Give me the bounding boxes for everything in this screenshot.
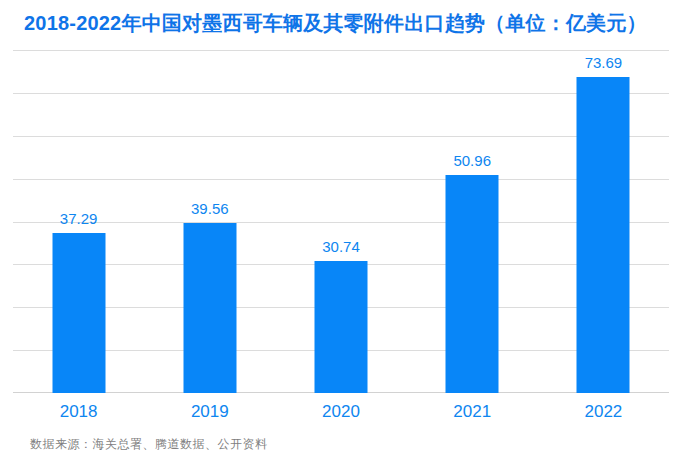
bar-slot-2022: 73.69 [538,50,669,393]
x-axis-label-2022: 2022 [538,402,669,422]
x-axis: 20182019202020212022 [13,402,669,422]
chart-title: 2018-2022年中国对墨西哥车辆及其零附件出口趋势（单位：亿美元） [24,10,674,37]
bar-slot-2018: 37.29 [13,50,144,393]
bar-2021 [446,175,499,393]
plot-area: 37.2939.56 30.74 50.96 73.69 [13,50,669,393]
x-axis-label-2021: 2021 [407,402,538,422]
value-label-2019: 39.56 [144,201,275,217]
x-axis-label-2019: 2019 [144,402,275,422]
bar-slot-2019: 39.56 [144,50,275,393]
bar-2022 [577,77,630,393]
data-source-note: 数据来源：海关总署、腾道数据、公开资料 [30,436,268,453]
bar-2020 [315,261,368,393]
value-label-2022: 73.69 [538,55,669,71]
bar-2018 [52,233,105,393]
bar-slot-2020: 30.74 [275,50,406,393]
x-axis-label-2020: 2020 [275,402,406,422]
bar-slot-2021: 50.96 [407,50,538,393]
x-axis-label-2018: 2018 [13,402,144,422]
bars: 37.2939.56 30.74 50.96 73.69 [13,50,669,393]
bar-2019 [183,223,236,393]
value-label-2018: 37.29 [13,211,144,227]
value-label-2021: 50.96 [407,153,538,169]
chart-page: 2018-2022年中国对墨西哥车辆及其零附件出口趋势（单位：亿美元） 37.2… [0,0,694,463]
value-label-2020: 30.74 [275,239,406,255]
